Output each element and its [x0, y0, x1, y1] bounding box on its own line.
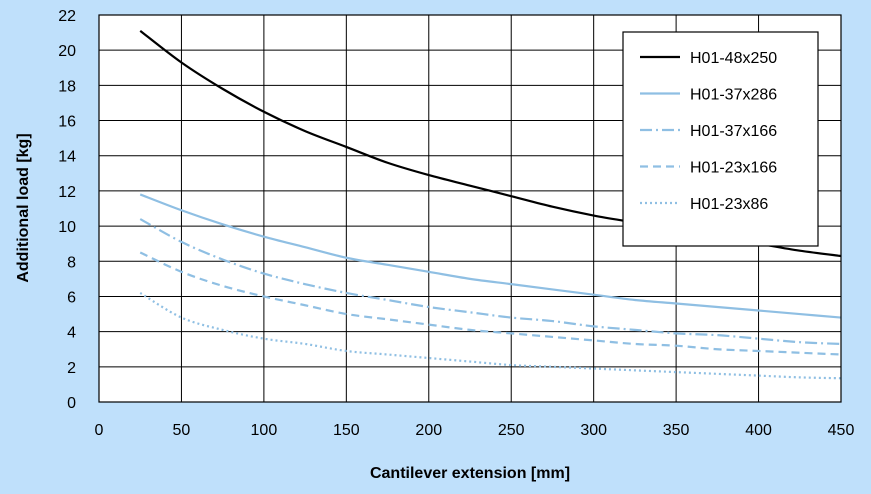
- x-tick-labels: 0 50 100 150 200 250 300 350 400 450: [95, 422, 855, 439]
- series-line-3: [139, 251, 842, 356]
- y-tick-label: 10: [58, 219, 76, 236]
- y-tick-labels: 0 2 4 6 8 10 12 14 16 18 20 22: [58, 8, 76, 412]
- y-tick-label: 6: [67, 289, 76, 306]
- y-tick-label: 14: [58, 149, 76, 166]
- plot-border: [98, 14, 842, 403]
- y-tick-label: 20: [58, 43, 76, 60]
- y-tick-label: 12: [58, 184, 76, 201]
- y-axis-label: Additional load [kg]: [15, 133, 32, 282]
- x-tick-label: 350: [663, 422, 690, 439]
- series-line-2: [139, 218, 842, 346]
- x-axis-label: Cantilever extension [mm]: [370, 465, 570, 482]
- y-tick-label: 18: [58, 78, 76, 95]
- y-tick-label: 4: [67, 325, 76, 342]
- legend-label-3: H01-23x166: [690, 160, 777, 177]
- y-tick-label: 16: [58, 114, 76, 131]
- x-tick-label: 450: [828, 422, 855, 439]
- legend-label-0: H01-48x250: [690, 50, 777, 67]
- x-tick-label: 100: [251, 422, 278, 439]
- x-tick-label: 300: [580, 422, 607, 439]
- x-tick-label: 150: [333, 422, 360, 439]
- legend-label-2: H01-37x166: [690, 123, 777, 140]
- x-tick-label: 0: [95, 422, 104, 439]
- x-tick-label: 250: [498, 422, 525, 439]
- y-tick-label: 0: [67, 395, 76, 412]
- x-tick-label: 50: [173, 422, 191, 439]
- legend-box: [622, 31, 819, 247]
- y-tick-label: 8: [67, 254, 76, 271]
- y-tick-label: 2: [67, 360, 76, 377]
- series-line-1: [139, 193, 842, 319]
- legend-label-1: H01-37x286: [690, 87, 777, 104]
- series-line-4: [139, 291, 842, 380]
- x-tick-label: 200: [415, 422, 442, 439]
- legend-label-4: H01-23x86: [690, 196, 768, 213]
- legend: H01-48x250 H01-37x286 H01-37x166 H01-23x166…: [622, 31, 819, 247]
- y-tick-label: 22: [58, 8, 76, 25]
- x-tick-label: 400: [745, 422, 772, 439]
